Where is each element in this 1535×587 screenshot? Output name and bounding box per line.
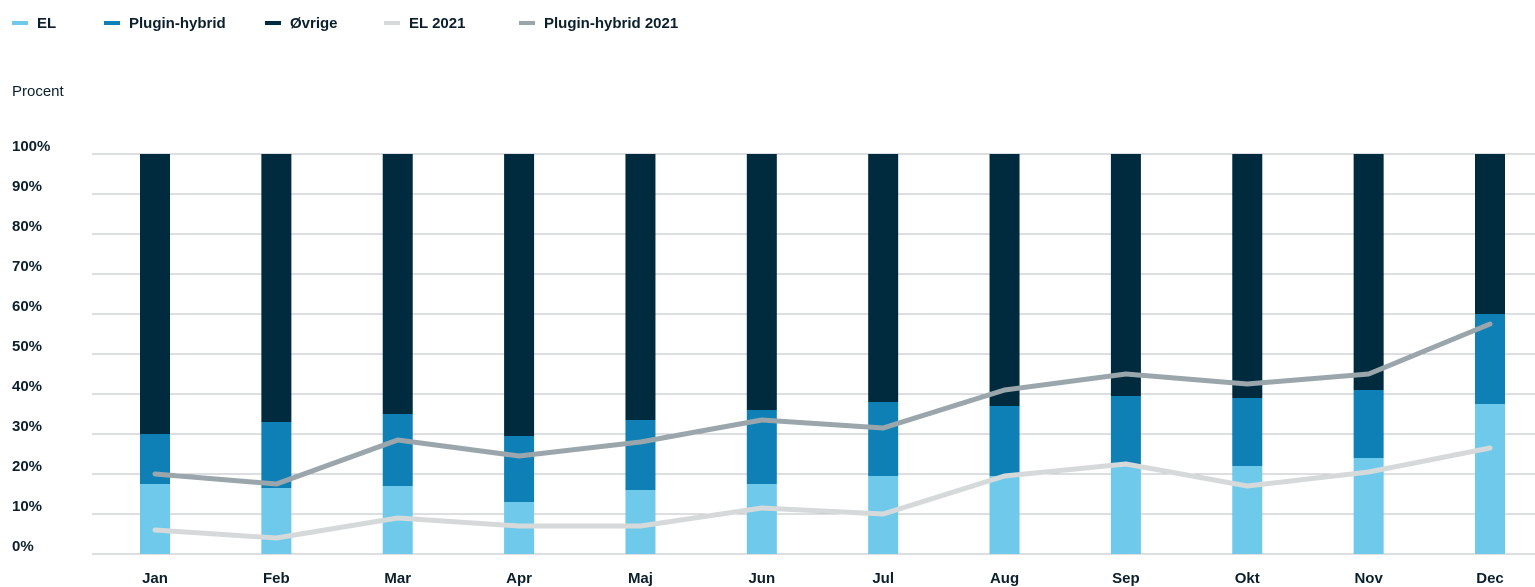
y-tick-label: 80% [12,218,42,235]
x-tick-label-jan: Jan [142,570,168,587]
bar-ovrige-nov [1353,154,1384,390]
x-tick-label-sep: Sep [1112,570,1140,587]
bar-ovrige-dec [1475,154,1505,314]
bar-el-jan [140,484,170,554]
x-tick-label-apr: Apr [506,570,532,587]
legend-swatch-plugin-hybrid-2021 [519,21,535,25]
bar-el-feb [261,488,292,554]
bar-plugin-hybrid-maj [625,420,656,490]
y-tick-label: 100% [12,138,50,155]
y-tick-label: 40% [12,378,42,395]
legend-swatch-el-2021 [384,21,400,25]
y-tick-label: 50% [12,338,42,355]
x-tick-label-nov: Nov [1354,570,1383,587]
bar-plugin-hybrid-nov [1353,390,1384,458]
legend-swatch-ovrige [265,21,281,25]
bar-el-aug [989,476,1020,554]
x-tick-label-okt: Okt [1235,570,1260,587]
bar-el-dec [1475,404,1505,554]
y-tick-label: 20% [12,458,42,475]
x-tick-label-jun: Jun [748,570,775,587]
y-tick-label: 30% [12,418,42,435]
bar-plugin-hybrid-mar [382,414,413,486]
bar-ovrige-mar [382,154,413,414]
legend-label-plugin-hybrid-2021: Plugin-hybrid 2021 [544,15,678,32]
trend-lines [152,321,1493,541]
gridlines [92,153,1535,555]
legend-swatch-el [12,21,28,25]
y-axis-label: Procent [12,83,65,100]
bar-ovrige-apr [504,154,535,436]
bar-ovrige-jul [868,154,899,402]
y-tick-label: 70% [12,258,42,275]
bar-plugin-hybrid-okt [1232,398,1263,466]
bar-plugin-hybrid-sep [1110,396,1141,464]
x-tick-label-feb: Feb [263,570,290,587]
legend: EL Plugin-hybrid Øvrige EL 2021 Plugin-hybri… [12,15,678,32]
bar-ovrige-aug [989,154,1020,406]
legend-label-el-2021: EL 2021 [409,15,465,32]
y-tick-label: 90% [12,178,42,195]
bar-el-okt [1232,466,1263,554]
x-tick-label-dec: Dec [1476,570,1504,587]
y-axis-ticks: 0% 10% 20% 30% 40% 50% 60% 70% 80% 90% 100% [12,138,50,555]
bar-ovrige-maj [625,154,656,420]
legend-swatch-plugin-hybrid [104,21,120,25]
bar-ovrige-sep [1110,154,1141,396]
bar-plugin-hybrid-aug [989,406,1020,476]
bar-plugin-hybrid-apr [504,436,535,502]
line-plugin-hybrid-2021 [152,321,1493,487]
bars [140,154,1505,554]
line-el-2021 [152,445,1493,541]
x-tick-label-mar: Mar [384,570,411,587]
legend-label-plugin-hybrid: Plugin-hybrid [129,15,226,32]
bar-el-jun [746,484,777,554]
x-tick-label-maj: Maj [628,570,653,587]
bar-plugin-hybrid-jul [868,402,899,476]
bar-ovrige-okt [1232,154,1263,398]
x-tick-label-jul: Jul [872,570,894,587]
y-tick-label: 60% [12,298,42,315]
x-axis-ticks: Jan Feb Mar Apr Maj Jun Jul Aug Sep Okt Nov Dec [142,570,1504,587]
legend-label-ovrige: Øvrige [290,15,338,32]
y-tick-label: 10% [12,498,42,515]
bar-el-sep [1110,464,1141,554]
bar-ovrige-jan [140,154,170,434]
x-tick-label-aug: Aug [990,570,1019,587]
legend-label-el: EL [37,15,56,32]
y-tick-label: 0% [12,538,34,555]
bar-ovrige-jun [746,154,777,410]
bar-plugin-hybrid-feb [261,422,292,488]
bar-ovrige-feb [261,154,292,422]
